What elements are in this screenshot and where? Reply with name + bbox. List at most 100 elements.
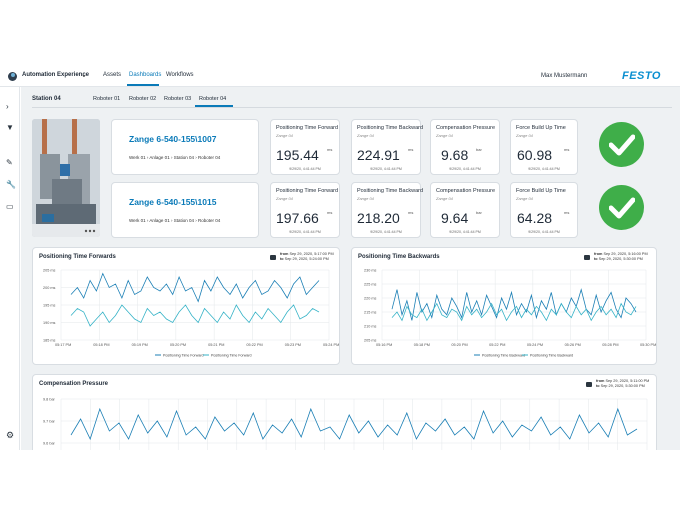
gripper-path: Werk 01 › Anlage 01 › Station 04 › Robot…: [129, 155, 221, 160]
chart-card-pressure: Compensation Pressure from Sep 29, 2020,…: [32, 374, 657, 450]
gear-icon[interactable]: ⚙: [6, 430, 15, 440]
chart-card-backward: Positioning Time Backwards from Sep 29, …: [351, 247, 657, 365]
chart-title: Compensation Pressure: [39, 381, 109, 387]
series-line: [70, 407, 638, 441]
metric-value: 195.44: [276, 147, 319, 163]
calendar-icon[interactable]: [270, 255, 276, 260]
metric-value: 224.91: [357, 147, 400, 163]
calendar-icon[interactable]: [584, 255, 590, 260]
station-card[interactable]: Zange 6-540-155\1015 Werk 01 › Anlage 01…: [111, 182, 259, 238]
legend-label: Positioning Time Forward: [163, 353, 204, 357]
status-ok-icon: [599, 122, 644, 167]
metric-sub: Zange 04: [436, 196, 453, 201]
filter-icon[interactable]: ▼: [6, 123, 14, 132]
legend-label: Positioning Time Backward: [530, 353, 573, 357]
tabs-divider: [32, 107, 672, 108]
metric-unit: ms: [327, 147, 333, 152]
dashboard-content: Station 04 Roboter 01 Roboter 02 Roboter…: [21, 87, 680, 450]
date-range[interactable]: from Sep 29, 2020, 5:16:00 PM to Sep 29, …: [594, 252, 648, 261]
metric-date: 9/29/20, 4:41:44 PM: [370, 167, 402, 171]
metric-card[interactable]: Compensation Pressure Zange 04 9.68 bar …: [430, 119, 500, 175]
gripper-path: Werk 01 › Anlage 01 › Station 04 › Robot…: [129, 218, 221, 223]
y-tick-label: 225 ms: [364, 282, 377, 286]
y-tick-label: 9.8 bar: [43, 397, 56, 401]
x-tick-label: 05:24 PM: [527, 343, 543, 347]
x-tick-label: 05:22 PM: [246, 343, 262, 347]
tab-roboter-04[interactable]: Roboter 04: [199, 96, 227, 102]
metric-sub: Zange 04: [357, 133, 374, 138]
station-card[interactable]: Zange 6-540-155\1007 Werk 01 › Anlage 01…: [111, 119, 259, 175]
metric-card[interactable]: Positioning Time Forward Zange 04 197.66…: [270, 182, 340, 238]
gripper-name: Zange 6-540-155\1007: [129, 134, 217, 144]
top-bar: Automation Experience ⌄ Assets Dashboard…: [0, 67, 680, 87]
metric-card[interactable]: Positioning Time Backward Zange 04 224.9…: [351, 119, 424, 175]
metric-title: Positioning Time Backward: [357, 125, 424, 131]
x-tick-label: 05:22 PM: [489, 343, 505, 347]
x-tick-label: 05:18 PM: [414, 343, 430, 347]
x-tick-label: 05:24 PM: [323, 343, 339, 347]
series-line: [391, 288, 637, 321]
metric-sub: Zange 04: [357, 196, 374, 201]
document-icon[interactable]: ▭: [6, 202, 14, 211]
app-logo-icon: [8, 72, 17, 81]
metric-title: Force Build Up Time: [516, 188, 566, 194]
chevron-down-icon[interactable]: ⌄: [81, 72, 87, 79]
date-range[interactable]: from Sep 29, 2020, 5:11:00 PM to Sep 29, …: [596, 379, 650, 388]
metric-unit: ms: [564, 210, 570, 215]
metric-unit: ms: [564, 147, 570, 152]
chevron-right-icon[interactable]: ›: [6, 102, 9, 111]
x-tick-label: 05:17 PM: [55, 343, 71, 347]
chart-plot: 185 ms 190 ms 195 ms 200 ms 205 ms 05:17 PM 05…: [43, 268, 339, 357]
metric-date: 9/29/20, 4:41:44 PM: [449, 230, 481, 234]
metric-date: 9/29/20, 4:41:44 PM: [370, 230, 402, 234]
metric-card[interactable]: Positioning Time Backward Zange 04 218.2…: [351, 182, 424, 238]
metric-title: Force Build Up Time: [516, 125, 566, 131]
status-ok-icon: [599, 185, 644, 230]
x-tick-label: 05:26 PM: [565, 343, 581, 347]
metric-card[interactable]: Compensation Pressure Zange 04 9.64 bar …: [430, 182, 500, 238]
pencil-icon[interactable]: ✎: [6, 158, 13, 167]
y-tick-label: 210 ms: [364, 324, 377, 328]
robot-photo: [32, 119, 100, 237]
legend-label: Positioning Time Backward: [482, 353, 525, 357]
x-tick-label: 05:18 PM: [93, 343, 109, 347]
wrench-icon[interactable]: 🔧: [6, 180, 16, 189]
tab-roboter-03[interactable]: Roboter 03: [164, 96, 192, 102]
metric-value: 218.20: [357, 210, 400, 226]
metric-date: 9/29/20, 4:41:44 PM: [289, 230, 321, 234]
chart-plot: 9.8 bar 9.7 bar 9.6 bar: [43, 397, 648, 450]
x-tick-label: 05:20 PM: [451, 343, 467, 347]
app-title[interactable]: Automation Experience: [22, 72, 90, 78]
tab-roboter-02[interactable]: Roboter 02: [129, 96, 157, 102]
metric-date: 9/29/20, 4:41:44 PM: [289, 167, 321, 171]
metric-sub: Zange 04: [276, 133, 293, 138]
legend-label: Positioning Time Forward: [211, 353, 252, 357]
metric-title: Positioning Time Backward: [357, 188, 424, 194]
user-name[interactable]: Max Mustermann: [541, 73, 588, 79]
metric-unit: ms: [408, 147, 414, 152]
station-label: Station 04: [32, 96, 61, 102]
date-range[interactable]: from Sep 29, 2020, 5:17:00 PM to Sep 29, …: [280, 252, 334, 261]
metric-unit: ms: [408, 210, 414, 215]
x-tick-label: 05:21 PM: [208, 343, 224, 347]
metric-value: 60.98: [517, 147, 553, 163]
series-line: [391, 302, 637, 322]
nav-workflows[interactable]: Workflows: [166, 72, 194, 78]
metric-card[interactable]: Positioning Time Forward Zange 04 195.44…: [270, 119, 340, 175]
metric-card[interactable]: Force Build Up Time Zange 04 60.98 ms 9/…: [510, 119, 578, 175]
sidebar: › ▼ ✎ 🔧 ▭ ⚙: [0, 87, 20, 450]
nav-assets[interactable]: Assets: [103, 72, 122, 78]
chart-title: Positioning Time Forwards: [39, 254, 116, 260]
nav-dashboards[interactable]: Dashboards: [129, 72, 162, 78]
metric-unit: bar: [476, 210, 482, 215]
y-tick-label: 195 ms: [43, 303, 56, 307]
chart-plot: 205 ms 210 ms 215 ms 220 ms 225 ms 230 ms 05:1…: [364, 268, 656, 357]
y-tick-label: 185 ms: [43, 338, 56, 342]
calendar-icon[interactable]: [586, 382, 592, 387]
series-line: [70, 304, 320, 327]
tab-active-indicator: [195, 105, 233, 107]
tab-roboter-01[interactable]: Roboter 01: [93, 96, 121, 102]
metric-card[interactable]: Force Build Up Time Zange 04 64.28 ms 9/…: [510, 182, 578, 238]
chart-card-forward: Positioning Time Forwards from Sep 29, 2…: [32, 247, 340, 365]
y-tick-label: 9.6 bar: [43, 441, 56, 445]
